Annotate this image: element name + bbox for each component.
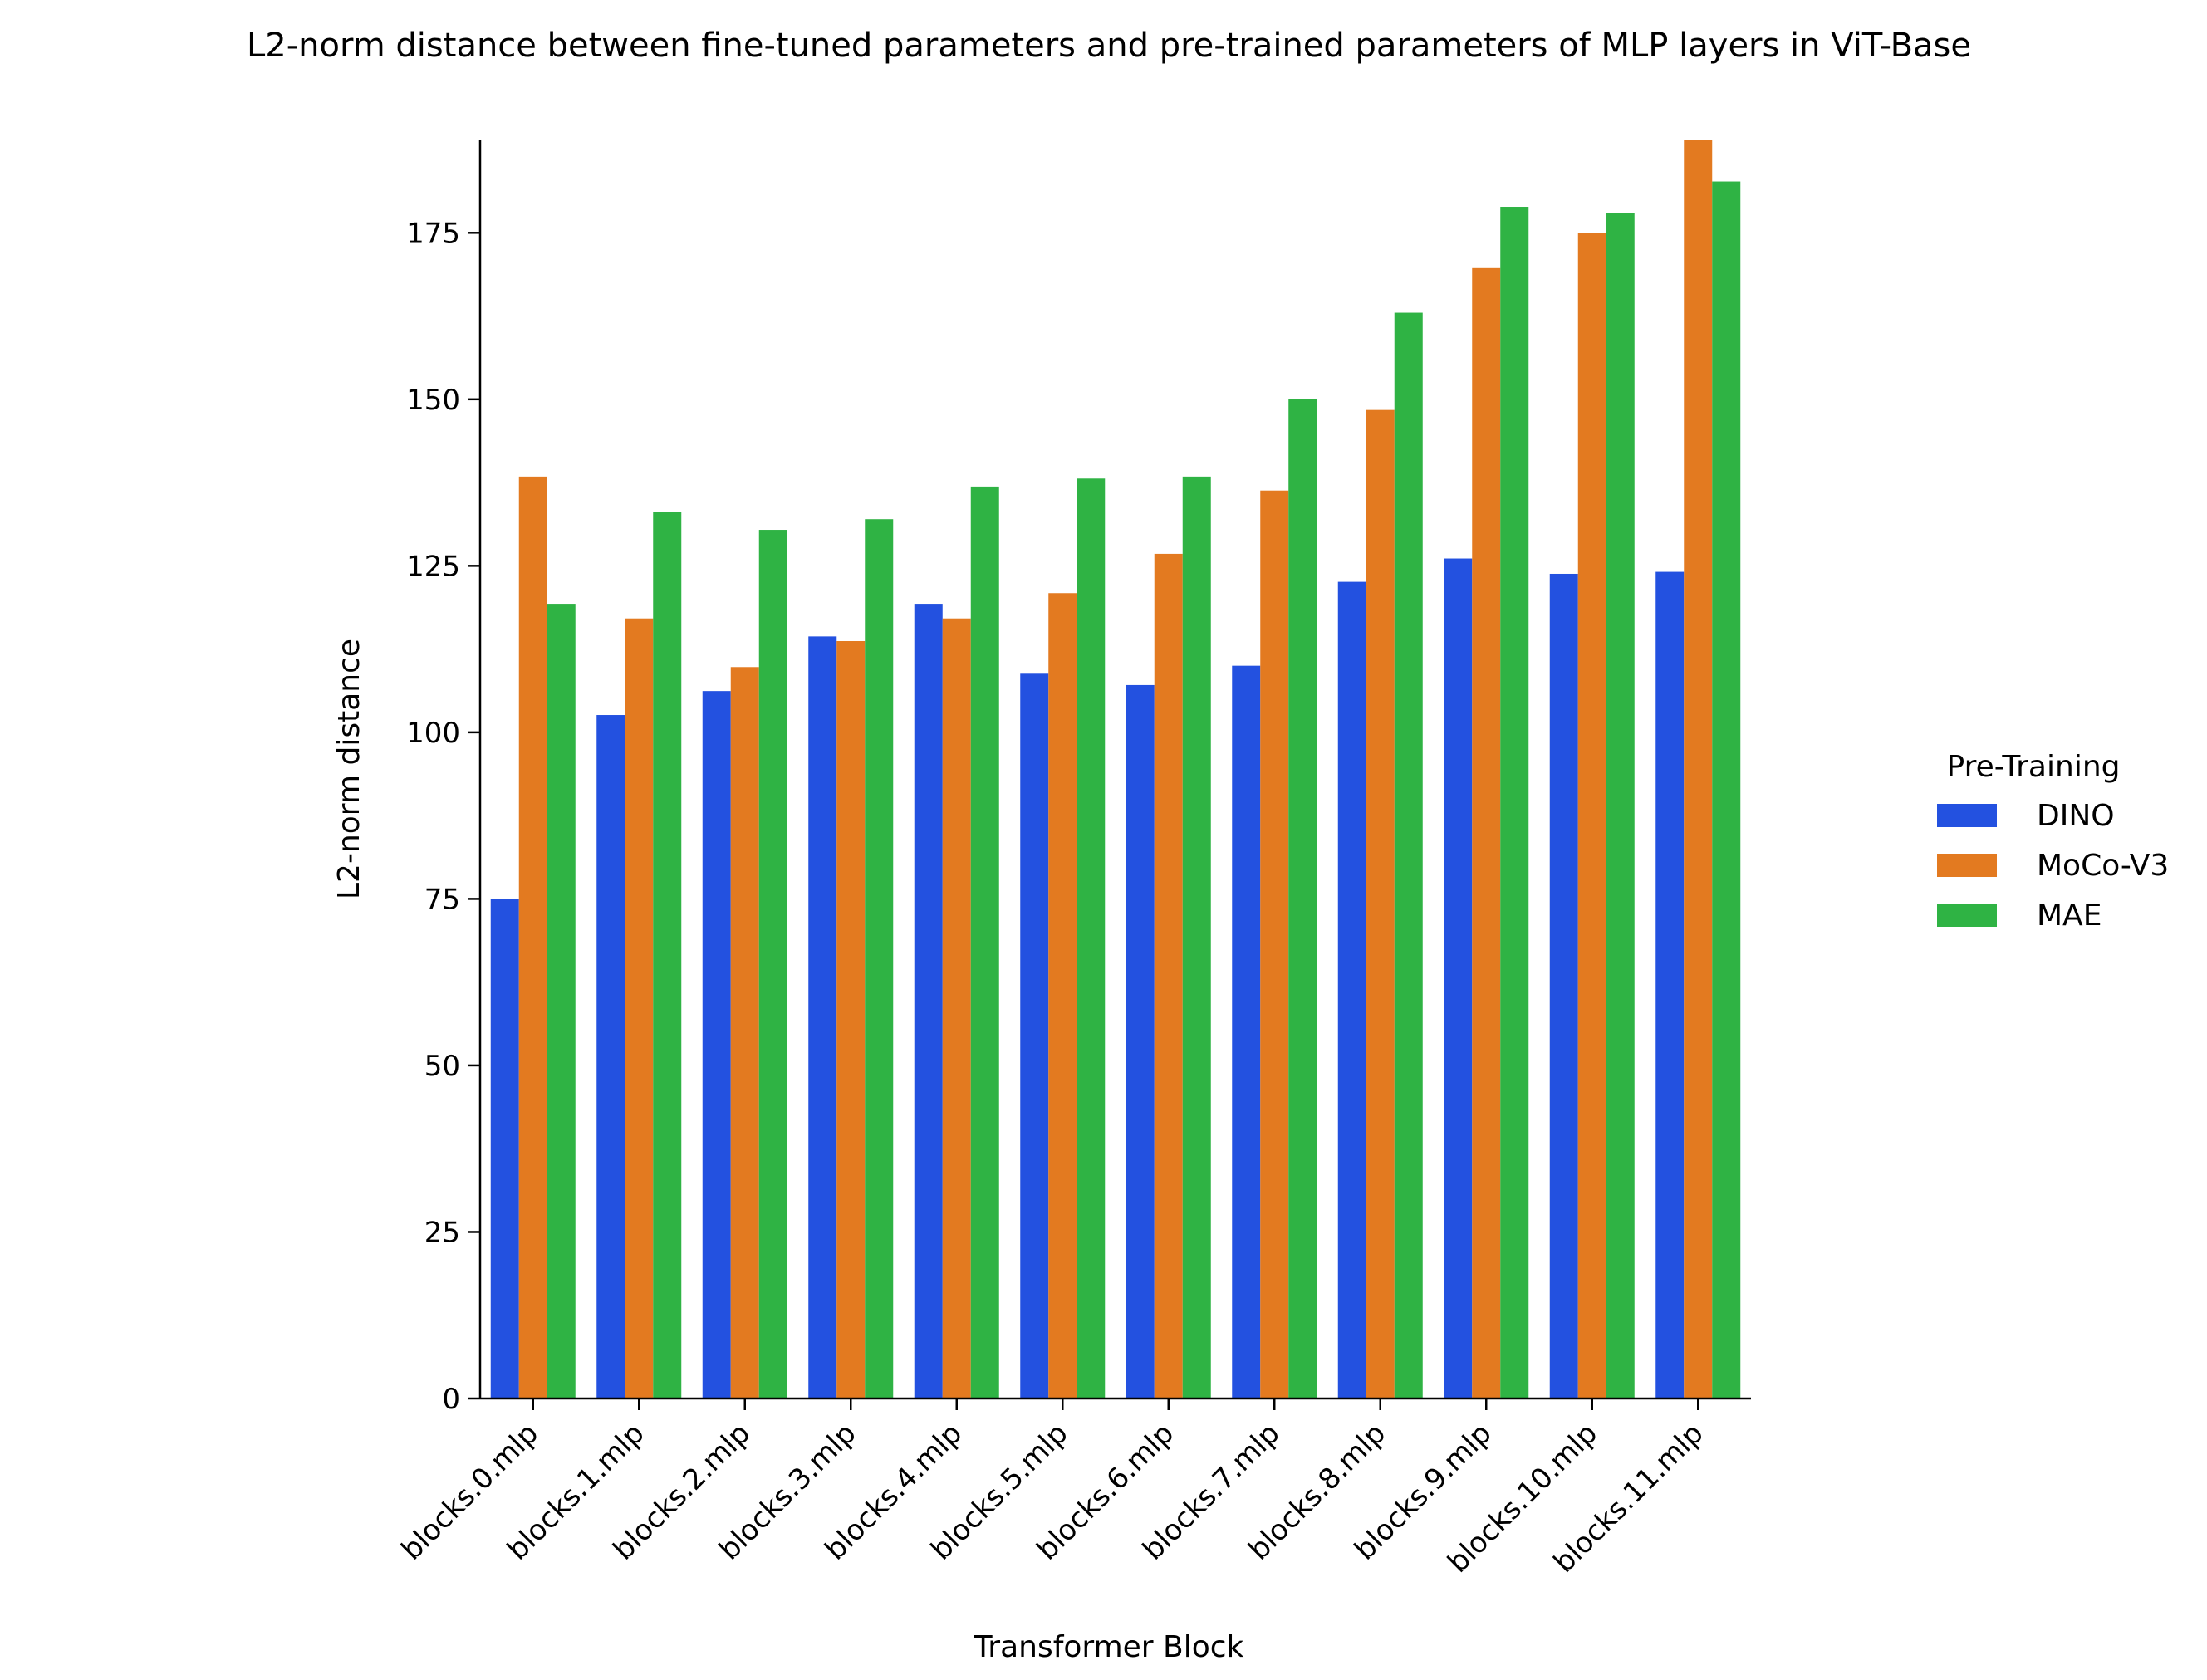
bar-dino-6 xyxy=(1126,684,1155,1398)
legend-label-dino: DINO xyxy=(2037,799,2115,833)
bar-dino-8 xyxy=(1337,581,1366,1398)
y-tick-label: 0 xyxy=(442,1383,460,1416)
bar-mae-5 xyxy=(1077,478,1106,1398)
bar-mae-10 xyxy=(1606,213,1635,1399)
y-tick-label: 125 xyxy=(406,550,460,583)
bar-mae-11 xyxy=(1712,181,1741,1399)
legend-swatch-moco-v3 xyxy=(1937,854,1997,877)
y-ticks-group: 0 25 50 75 100 125 150 175 xyxy=(406,217,480,1416)
bar-dino-3 xyxy=(808,636,837,1398)
bars-group xyxy=(490,140,1741,1399)
bar-dino-2 xyxy=(702,691,731,1398)
y-axis-label: L2-norm distance xyxy=(332,639,366,899)
bar-moco-v3-3 xyxy=(836,640,866,1398)
bar-moco-v3-5 xyxy=(1048,593,1077,1398)
bar-moco-v3-9 xyxy=(1472,267,1501,1398)
x-axis-label: Transformer Block xyxy=(974,1630,1244,1664)
bar-moco-v3-7 xyxy=(1260,490,1289,1398)
bar-mae-0 xyxy=(547,604,576,1398)
legend-items: DINO MoCo-V3 MAE xyxy=(1937,799,2169,933)
bar-moco-v3-8 xyxy=(1366,409,1395,1398)
chart-title: L2-norm distance between fine-tuned para… xyxy=(247,27,1971,65)
bar-dino-4 xyxy=(914,604,943,1398)
bar-dino-10 xyxy=(1549,573,1578,1398)
bar-dino-1 xyxy=(596,715,625,1398)
bar-mae-3 xyxy=(865,519,894,1399)
legend-swatch-mae xyxy=(1937,904,1997,927)
bar-moco-v3-4 xyxy=(942,618,971,1398)
y-tick-label: 100 xyxy=(406,717,460,750)
bar-mae-9 xyxy=(1500,207,1529,1398)
legend-label-moco-v3: MoCo-V3 xyxy=(2037,849,2169,883)
legend-swatch-dino xyxy=(1937,804,1997,827)
y-tick-label: 75 xyxy=(424,883,460,916)
y-tick-label: 150 xyxy=(406,384,460,417)
bar-moco-v3-11 xyxy=(1684,140,1713,1398)
bar-mae-6 xyxy=(1182,476,1211,1399)
bar-moco-v3-10 xyxy=(1577,233,1606,1399)
bar-moco-v3-6 xyxy=(1154,553,1183,1398)
bar-mae-1 xyxy=(653,512,682,1398)
bar-mae-8 xyxy=(1394,312,1423,1398)
x-ticks-group: blocks.0.mlpblocks.1.mlpblocks.2.mlpbloc… xyxy=(395,1398,1710,1580)
legend-title: Pre-Training xyxy=(1947,750,2121,784)
bar-moco-v3-2 xyxy=(730,667,759,1398)
bar-dino-0 xyxy=(490,899,519,1398)
bar-dino-9 xyxy=(1444,558,1473,1398)
legend-label-mae: MAE xyxy=(2037,899,2102,933)
y-tick-label: 50 xyxy=(424,1050,460,1083)
y-tick-label: 175 xyxy=(406,217,460,250)
bar-mae-4 xyxy=(970,486,999,1399)
bar-moco-v3-0 xyxy=(518,476,547,1399)
bar-dino-7 xyxy=(1232,665,1261,1398)
bar-dino-5 xyxy=(1020,673,1049,1398)
bar-mae-2 xyxy=(758,530,787,1398)
bar-mae-7 xyxy=(1288,399,1317,1398)
bar-moco-v3-1 xyxy=(625,618,654,1398)
legend: Pre-Training DINO MoCo-V3 MAE xyxy=(1937,750,2169,933)
y-tick-label: 25 xyxy=(424,1216,460,1249)
bar-dino-11 xyxy=(1655,571,1685,1398)
